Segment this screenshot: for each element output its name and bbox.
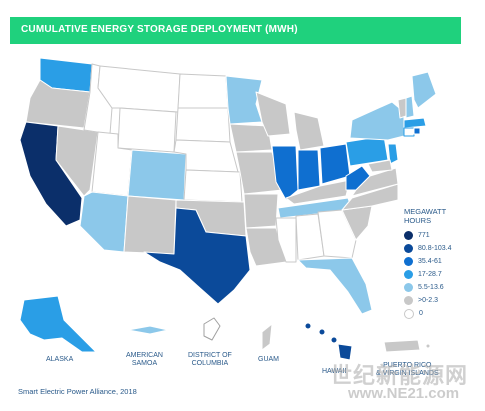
territory-american-samoa (127, 325, 169, 335)
state-north-dakota (177, 73, 229, 109)
state-kansas (183, 169, 243, 203)
state-michigan (293, 111, 325, 151)
label-alaska: ALASKA (46, 356, 73, 364)
territory-dc (203, 317, 221, 341)
state-louisiana (245, 227, 287, 267)
legend-swatch (404, 244, 413, 253)
label-guam: GUAM (258, 356, 279, 364)
hawaii-big-island (337, 343, 353, 361)
state-maine (411, 71, 437, 109)
label-hawaii: HAWAII (322, 368, 346, 376)
legend-label: 5.5-13.6 (418, 284, 444, 291)
state-georgia (317, 209, 357, 259)
legend-swatch (404, 283, 413, 292)
state-minnesota (225, 75, 263, 125)
state-florida (297, 257, 373, 315)
label-puerto-rico-line1: PUERTO RICO (383, 362, 432, 369)
legend-item-35-61: 35.4-61 (404, 255, 482, 268)
legend-label: 0 (419, 310, 423, 317)
legend-label: 17-28.7 (418, 271, 442, 278)
legend-item-0-2: >0-2.3 (404, 294, 482, 307)
legend-title-line2: HOURS (404, 216, 432, 225)
watermark-url: www.NE21.com (348, 385, 460, 402)
label-dc-line1: DISTRICT OF (188, 352, 232, 359)
state-arkansas (243, 193, 279, 229)
state-new-hampshire (405, 95, 415, 119)
source-credit: Smart Electric Power Alliance, 2018 (18, 387, 137, 396)
legend-label: 80.8-103.4 (418, 245, 452, 252)
legend-label: 771 (418, 232, 430, 239)
virgin-islands (425, 343, 431, 349)
state-virginia (351, 167, 399, 197)
legend-label: 35.4-61 (418, 258, 442, 265)
map-title: CUMULATIVE ENERGY STORAGE DEPLOYMENT (MW… (21, 24, 298, 35)
state-wyoming (117, 107, 177, 153)
state-south-dakota (175, 107, 231, 143)
hawaii-island-1 (304, 322, 312, 330)
label-dc-line2: COLUMBIA (191, 360, 229, 367)
label-guam-text: GUAM (258, 356, 279, 363)
state-vermont (397, 97, 407, 119)
legend-label: >0-2.3 (418, 297, 439, 304)
label-hawaii-text: HAWAII (322, 368, 347, 375)
state-colorado (127, 149, 187, 201)
legend-title: MEGAWATT HOURS (404, 207, 482, 225)
legend-swatch (404, 231, 413, 240)
hawaii-island-3 (330, 336, 338, 344)
watermark-text: 世纪新能源网 (330, 363, 469, 388)
legend: MEGAWATT HOURS 771 80.8-103.4 35.4-61 17… (404, 207, 482, 320)
state-mississippi (275, 217, 297, 263)
legend-swatch (404, 270, 413, 279)
territory-guam (261, 323, 273, 351)
state-new-jersey (387, 143, 399, 165)
legend-title-line1: MEGAWATT (404, 207, 447, 216)
state-rhode-island (413, 127, 421, 135)
legend-swatch (404, 257, 413, 266)
state-texas (143, 207, 251, 305)
state-maryland (367, 159, 393, 173)
hawaii-island-2 (318, 328, 326, 336)
label-american-samoa-line2: SAMOA (131, 360, 158, 367)
state-wisconsin (255, 91, 291, 137)
legend-item-80-103: 80.8-103.4 (404, 242, 482, 255)
state-missouri (235, 151, 283, 195)
state-alaska (19, 295, 97, 353)
state-new-york (349, 101, 405, 141)
legend-item-17-28: 17-28.7 (404, 268, 482, 281)
state-connecticut (403, 127, 415, 137)
label-puerto-rico: PUERTO RICO & VIRGIN ISLANDS (376, 362, 439, 378)
legend-item-5-13: 5.5-13.6 (404, 281, 482, 294)
legend-swatch (404, 296, 413, 305)
label-alaska-text: ALASKA (46, 356, 74, 363)
legend-swatch (404, 308, 414, 319)
legend-item-zero: 0 (404, 307, 482, 320)
label-american-samoa-line1: AMERICAN (126, 352, 163, 359)
state-indiana (297, 149, 321, 191)
legend-item-771: 771 (404, 229, 482, 242)
state-montana (97, 65, 181, 113)
label-puerto-rico-line2: & VIRGIN ISLANDS (376, 370, 439, 377)
label-dc: DISTRICT OF COLUMBIA (188, 352, 232, 368)
territory-puerto-rico (383, 339, 421, 353)
state-illinois (271, 145, 299, 201)
title-bar: CUMULATIVE ENERGY STORAGE DEPLOYMENT (MW… (10, 17, 461, 44)
state-new-mexico (123, 195, 177, 255)
state-arizona (79, 191, 129, 253)
label-american-samoa: AMERICAN SAMOA (126, 352, 163, 368)
state-massachusetts (403, 117, 427, 129)
